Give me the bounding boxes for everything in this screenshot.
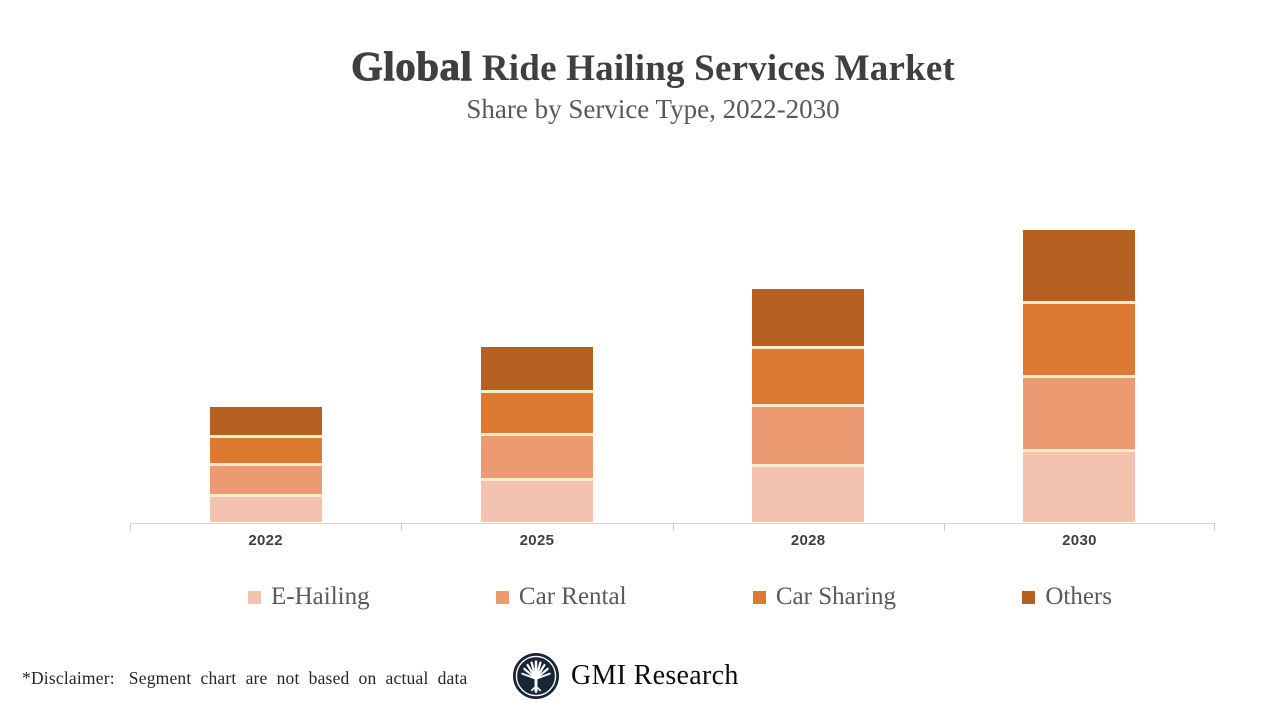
legend-label-others: Others (1045, 583, 1112, 610)
segment-car-sharing-2025 (480, 390, 593, 433)
segment-e-hailing-2028 (752, 464, 865, 522)
x-axis-tick (943, 524, 945, 531)
x-axis-line (130, 523, 1215, 524)
chart-title-rest: Ride Hailing Services Market (472, 48, 956, 89)
segment-e-hailing-2025 (480, 478, 593, 522)
x-axis-label-2025: 2025 (519, 532, 555, 549)
bar-2030 (1023, 230, 1136, 522)
x-axis-tick (130, 524, 131, 531)
legend-label-car-rental: Car Rental (518, 583, 627, 610)
chart-subtitle: Share by Service Type, 2022-2030 (466, 94, 840, 124)
bar-2028 (752, 289, 865, 522)
disclaimer-text: Segment chart are not based on actual da… (128, 668, 468, 688)
x-axis-tick (672, 524, 674, 531)
x-axis-label-2028: 2028 (790, 532, 826, 549)
segment-others-2030 (1023, 230, 1136, 301)
segment-car-rental-2030 (1023, 375, 1136, 449)
segment-car-rental-2025 (480, 433, 593, 478)
legend-item-e-hailing: E-Hailing (248, 583, 370, 611)
segment-others-2022 (209, 407, 322, 435)
legend: E-Hailing Car Rental Car Sharing Others (248, 583, 1112, 611)
brand: GMI Research (512, 652, 739, 700)
chart-title-emphasis: Global (350, 43, 473, 89)
legend-swatch-e-hailing (248, 590, 261, 604)
segment-car-sharing-2030 (1023, 301, 1136, 375)
x-axis-tick (401, 524, 403, 531)
legend-item-car-sharing: Car Sharing (752, 583, 896, 611)
legend-swatch-car-sharing (752, 590, 766, 604)
legend-swatch-others (1022, 590, 1036, 604)
legend-swatch-car-rental (495, 590, 509, 604)
disclaimer: *Disclaimer: Segment chart are not based … (22, 668, 468, 689)
legend-label-e-hailing: E-Hailing (271, 583, 370, 610)
chart-header: Global Ride Hailing Services Market Shar… (13, 44, 1280, 125)
segment-e-hailing-2030 (1023, 449, 1136, 522)
x-axis-tick (1214, 524, 1215, 531)
legend-item-car-rental: Car Rental (495, 583, 627, 611)
segment-others-2028 (752, 289, 865, 346)
disclaimer-prefix: *Disclaimer: (22, 668, 115, 688)
legend-label-car-sharing: Car Sharing (775, 583, 896, 610)
bar-2022 (209, 407, 322, 522)
segment-e-hailing-2022 (209, 494, 322, 522)
segment-car-sharing-2022 (209, 435, 322, 463)
segment-car-rental-2022 (209, 463, 322, 494)
chart-title: Global Ride Hailing Services Market (13, 44, 1280, 91)
plot-area: 2022 2025 2028 2030 (130, 0, 1215, 560)
segment-others-2025 (480, 347, 593, 390)
legend-item-others: Others (1022, 583, 1112, 611)
x-axis-label-2022: 2022 (248, 532, 283, 549)
brand-name: GMI Research (571, 660, 739, 691)
bar-2025 (480, 347, 593, 522)
segment-car-sharing-2028 (752, 346, 865, 404)
x-axis-label-2030: 2030 (1062, 532, 1097, 549)
gmi-research-logo-icon (512, 652, 560, 700)
segment-car-rental-2028 (752, 404, 865, 464)
